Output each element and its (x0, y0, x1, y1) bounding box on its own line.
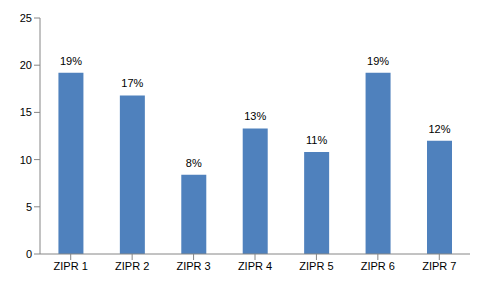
svg-text:5: 5 (26, 201, 32, 213)
svg-text:25: 25 (20, 12, 32, 24)
svg-text:ZIPR 6: ZIPR 6 (361, 260, 395, 272)
svg-text:17%: 17% (121, 77, 143, 89)
svg-text:ZIPR 7: ZIPR 7 (422, 260, 456, 272)
svg-text:0: 0 (26, 248, 32, 260)
svg-text:12%: 12% (428, 123, 450, 135)
svg-text:15: 15 (20, 106, 32, 118)
svg-text:19%: 19% (367, 55, 389, 67)
svg-text:13%: 13% (244, 110, 266, 122)
svg-text:ZIPR 4: ZIPR 4 (238, 260, 272, 272)
svg-text:20: 20 (20, 59, 32, 71)
svg-text:ZIPR 3: ZIPR 3 (176, 260, 210, 272)
svg-text:11%: 11% (306, 134, 327, 146)
svg-text:ZIPR 2: ZIPR 2 (115, 260, 149, 272)
svg-text:10: 10 (20, 154, 32, 166)
svg-text:19%: 19% (60, 55, 82, 67)
svg-text:ZIPR 5: ZIPR 5 (299, 260, 333, 272)
svg-text:8%: 8% (186, 157, 202, 169)
svg-text:ZIPR 1: ZIPR 1 (54, 260, 88, 272)
